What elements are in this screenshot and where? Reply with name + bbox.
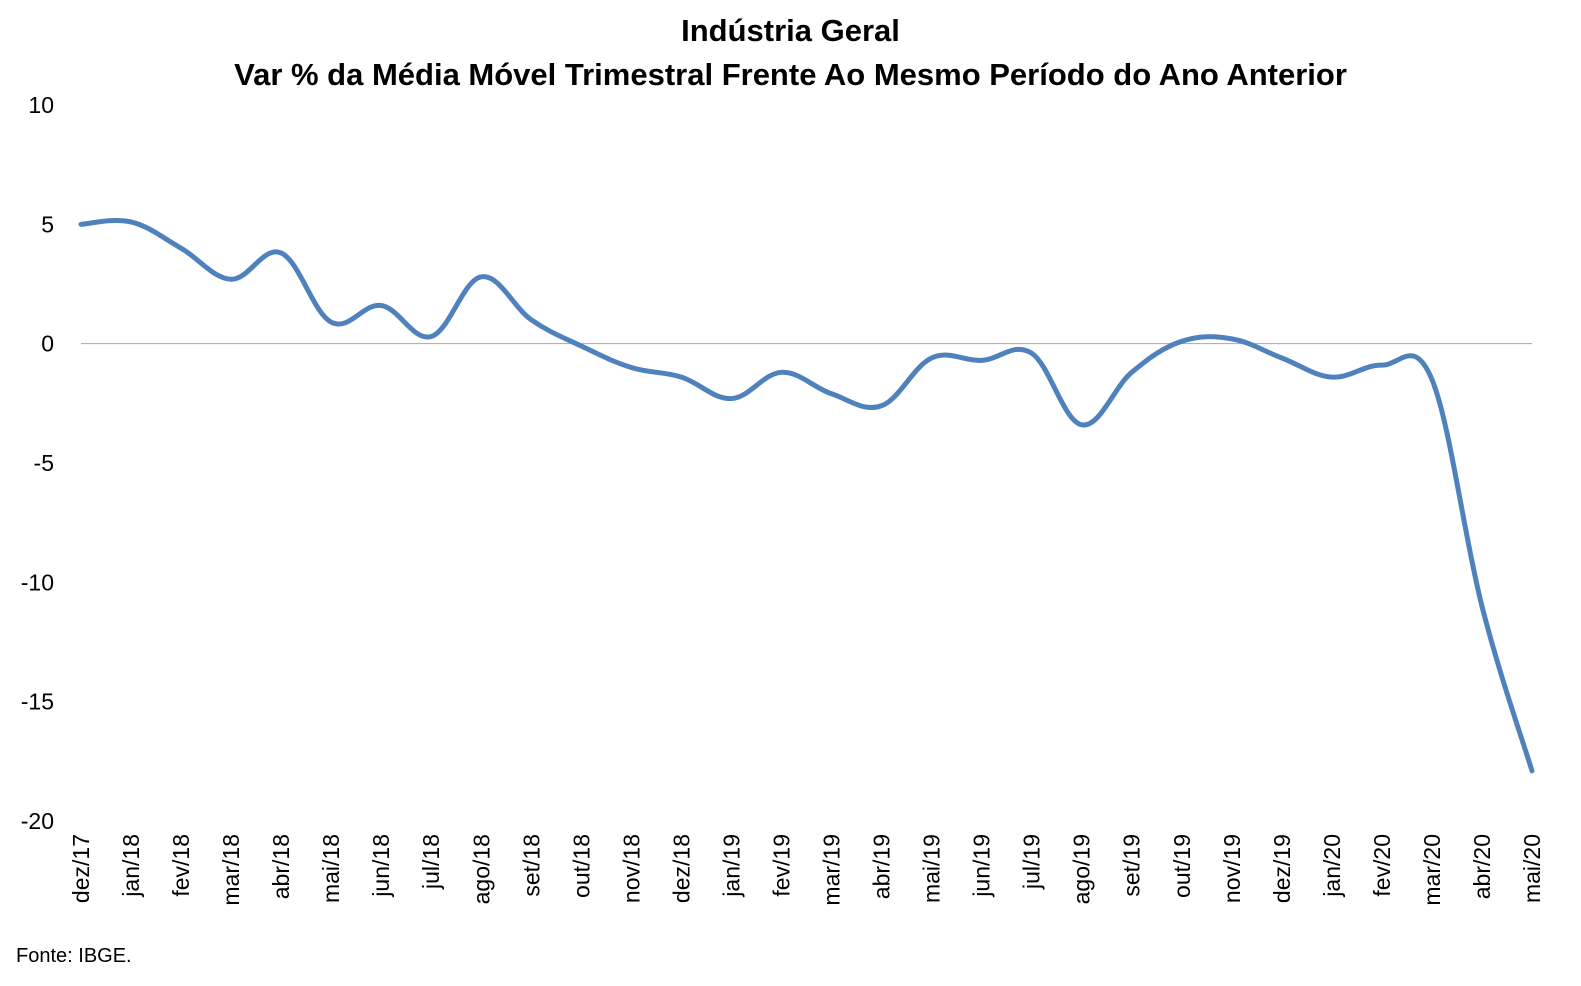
data-point (479, 275, 483, 279)
data-point (1430, 377, 1434, 381)
data-point (529, 318, 533, 322)
chart-subtitle: Var % da Média Móvel Trimestral Frente A… (234, 57, 1347, 92)
data-point (880, 404, 884, 408)
data-point (1280, 356, 1284, 360)
y-tick-label: 5 (41, 211, 54, 237)
x-tick-label: nov/19 (1219, 834, 1245, 903)
x-tick-label: ago/19 (1069, 834, 1095, 904)
x-tick-label: out/19 (1169, 834, 1195, 898)
data-point (1330, 375, 1334, 379)
x-tick-label: mai/18 (318, 834, 344, 903)
x-tick-label: abr/20 (1469, 834, 1495, 899)
data-point (1180, 339, 1184, 343)
data-point (129, 220, 133, 224)
x-tick-label: jul/19 (1019, 834, 1045, 890)
data-point (1480, 604, 1484, 608)
x-tick-label: fev/20 (1369, 834, 1395, 897)
y-tick-label: -20 (21, 808, 54, 834)
data-point (79, 222, 83, 226)
x-tick-label: abr/18 (268, 834, 294, 899)
data-point (279, 251, 283, 255)
y-tick-label: -15 (21, 689, 54, 715)
x-tick-label: nov/18 (618, 834, 644, 903)
x-tick-label: ago/18 (468, 834, 494, 904)
data-point (1080, 423, 1084, 427)
x-tick-label: jan/18 (118, 834, 144, 898)
source-note: Fonte: IBGE. (16, 945, 132, 967)
x-tick-label: mai/20 (1519, 834, 1545, 903)
data-point (1030, 351, 1034, 355)
y-tick-label: -10 (21, 569, 54, 595)
x-tick-label: set/18 (518, 834, 544, 897)
x-tick-label: set/19 (1119, 834, 1145, 897)
data-point (1230, 337, 1234, 341)
x-tick-label: fev/18 (168, 834, 194, 897)
data-point (329, 320, 333, 324)
y-tick-label: 10 (28, 92, 54, 118)
x-tick-label: jun/18 (368, 834, 394, 898)
data-point (579, 344, 583, 348)
data-point (779, 370, 783, 374)
data-point (729, 397, 733, 401)
x-tick-label: jan/20 (1319, 834, 1345, 898)
series-layer (78, 217, 1535, 774)
x-tick-label: out/18 (568, 834, 594, 898)
data-point (429, 335, 433, 339)
data-point (379, 303, 383, 307)
data-point (1530, 769, 1534, 773)
data-point (930, 356, 934, 360)
data-point (229, 277, 233, 281)
x-tick-label: dez/18 (668, 834, 694, 903)
x-tick-label: dez/17 (68, 834, 94, 903)
series-line (78, 217, 1535, 774)
x-tick-label: fev/19 (768, 834, 794, 897)
data-point (679, 375, 683, 379)
x-tick-label: mar/20 (1419, 834, 1445, 906)
chart-title: Indústria Geral (681, 13, 900, 48)
x-tick-label: jan/19 (718, 834, 744, 898)
x-tick-label: dez/19 (1269, 834, 1295, 903)
x-tick-label: jun/19 (969, 834, 995, 898)
y-axis: 10 5 0 -5 -10 -15 -20 (21, 92, 54, 834)
data-point (629, 366, 633, 370)
data-point (179, 246, 183, 250)
data-point (830, 392, 834, 396)
y-tick-label: -5 (34, 450, 54, 476)
x-tick-label: jul/18 (418, 834, 444, 890)
x-tick-label: abr/19 (869, 834, 895, 899)
y-tick-label: 0 (41, 331, 54, 357)
x-axis: dez/17 jan/18 fev/18 mar/18 abr/18 mai/18 jun/… (68, 834, 1545, 906)
x-tick-label: mar/18 (218, 834, 244, 906)
data-point (980, 358, 984, 362)
x-tick-label: mai/19 (919, 834, 945, 903)
data-point (1380, 363, 1384, 367)
x-tick-label: mar/19 (819, 834, 845, 906)
data-point (1130, 370, 1134, 374)
